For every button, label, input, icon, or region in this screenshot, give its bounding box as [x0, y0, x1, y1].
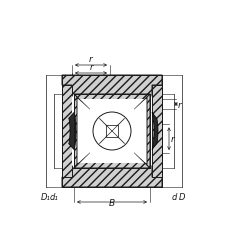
- Polygon shape: [74, 95, 77, 168]
- Polygon shape: [72, 95, 74, 168]
- Text: d: d: [171, 192, 176, 201]
- Text: r: r: [170, 135, 174, 144]
- Text: B: B: [109, 198, 114, 207]
- Polygon shape: [74, 153, 149, 168]
- Polygon shape: [74, 95, 149, 109]
- Text: D₁: D₁: [41, 192, 51, 201]
- Text: r: r: [89, 63, 92, 72]
- Polygon shape: [62, 86, 72, 177]
- Polygon shape: [151, 86, 161, 177]
- Polygon shape: [80, 100, 143, 163]
- Text: r: r: [177, 100, 181, 109]
- Text: r: r: [89, 55, 93, 64]
- Polygon shape: [151, 113, 157, 150]
- Text: d₁: d₁: [49, 192, 58, 201]
- Text: D: D: [178, 192, 184, 201]
- Bar: [106, 125, 117, 137]
- Polygon shape: [62, 163, 161, 187]
- Polygon shape: [62, 76, 161, 100]
- Polygon shape: [149, 95, 151, 168]
- Circle shape: [93, 112, 131, 150]
- Polygon shape: [146, 95, 149, 168]
- Polygon shape: [68, 113, 76, 150]
